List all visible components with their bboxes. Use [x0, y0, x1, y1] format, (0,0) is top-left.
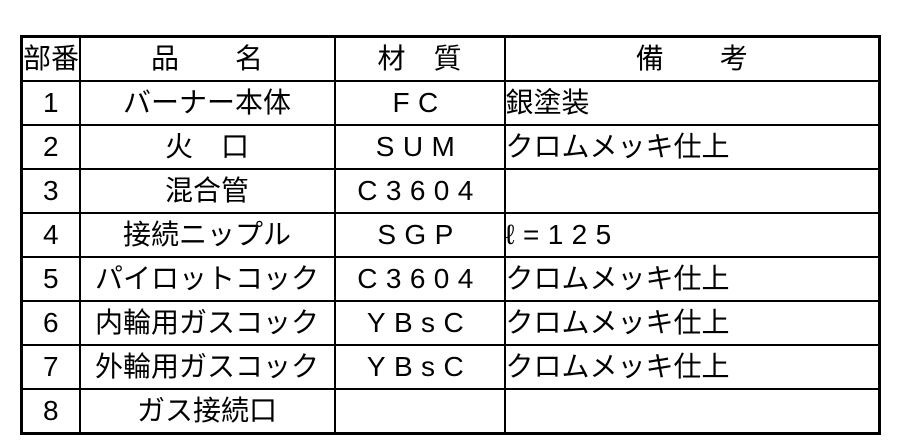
parts-table: 部番 品 名 材 質 備 考 1 バーナー本体 FC 銀塗装 2 火 口 SUM クロムメッキ…	[20, 35, 881, 435]
cell-material: FC	[333, 80, 506, 126]
cell-part-name: バーナー本体	[78, 80, 336, 126]
cell-part-number: 8	[20, 388, 81, 435]
cell-remarks	[503, 388, 881, 435]
header-material: 材 質	[333, 35, 506, 82]
cell-remarks	[503, 168, 881, 214]
cell-part-number: 4	[20, 212, 81, 258]
cell-material: SUM	[333, 124, 506, 170]
cell-remarks: 銀塗装	[503, 80, 881, 126]
cell-material: SGP	[333, 212, 506, 258]
header-part-number: 部番	[20, 35, 81, 82]
cell-part-name: 混合管	[78, 168, 336, 214]
cell-material	[333, 388, 506, 435]
cell-part-number: 7	[20, 344, 81, 390]
cell-part-name: 接続ニップル	[78, 212, 336, 258]
cell-remarks: クロムメッキ仕上	[503, 124, 881, 170]
cell-part-name: ガス接続口	[78, 388, 336, 435]
cell-remarks: クロムメッキ仕上	[503, 300, 881, 346]
cell-remarks: クロムメッキ仕上	[503, 344, 881, 390]
cell-remarks: クロムメッキ仕上	[503, 256, 881, 302]
cell-part-name: 火 口	[78, 124, 336, 170]
cell-part-number: 3	[20, 168, 81, 214]
cell-part-number: 2	[20, 124, 81, 170]
cell-part-name: 内輪用ガスコック	[78, 300, 336, 346]
table-body: 1 バーナー本体 FC 銀塗装 2 火 口 SUM クロムメッキ仕上 3 混合管 C3604 4 接続ニ…	[20, 80, 881, 435]
cell-part-name: 外輪用ガスコック	[78, 344, 336, 390]
table-row: 8 ガス接続口	[20, 388, 881, 435]
cell-material: YBsC	[333, 300, 506, 346]
header-row: 部番 品 名 材 質 備 考	[20, 35, 881, 82]
cell-material: C3604	[333, 256, 506, 302]
table-row: 1 バーナー本体 FC 銀塗装	[20, 80, 881, 126]
table-row: 7 外輪用ガスコック YBsC クロムメッキ仕上	[20, 344, 881, 390]
cell-part-number: 5	[20, 256, 81, 302]
table-row: 4 接続ニップル SGP ℓ=125	[20, 212, 881, 258]
header-part-name: 品 名	[78, 35, 336, 82]
cell-part-number: 6	[20, 300, 81, 346]
header-remarks: 備 考	[503, 35, 881, 82]
cell-remarks: ℓ=125	[503, 212, 881, 258]
table-row: 3 混合管 C3604	[20, 168, 881, 214]
table-row: 6 内輪用ガスコック YBsC クロムメッキ仕上	[20, 300, 881, 346]
cell-part-number: 1	[20, 80, 81, 126]
table-row: 5 パイロットコック C3604 クロムメッキ仕上	[20, 256, 881, 302]
cell-material: C3604	[333, 168, 506, 214]
cell-part-name: パイロットコック	[78, 256, 336, 302]
cell-material: YBsC	[333, 344, 506, 390]
